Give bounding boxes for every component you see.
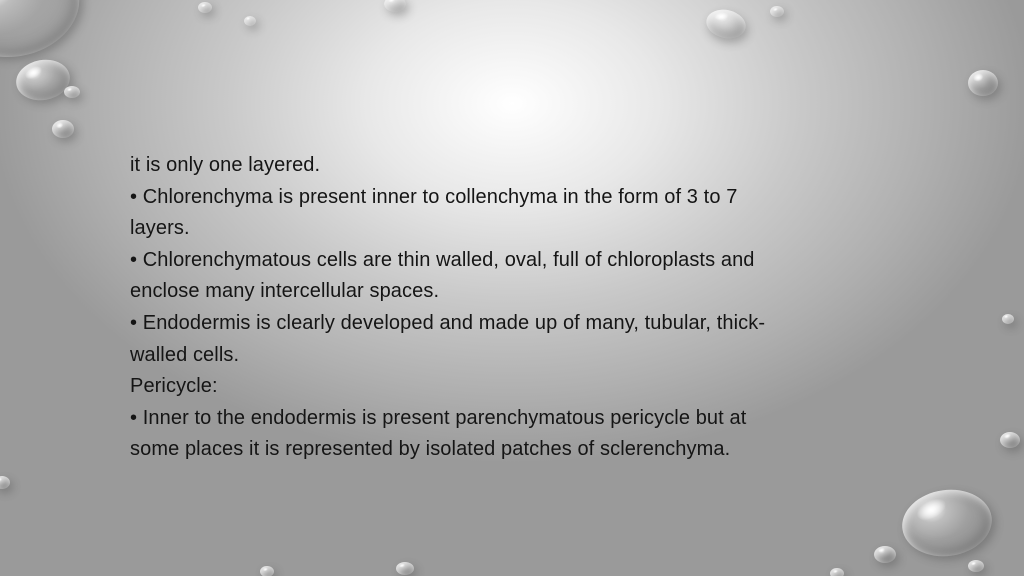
droplet-decor <box>396 562 414 575</box>
text-line: Pericycle: <box>130 371 900 403</box>
droplet-decor <box>1000 432 1020 448</box>
droplet-decor <box>244 16 256 26</box>
droplet-decor <box>898 484 996 562</box>
droplet-decor <box>260 566 274 576</box>
text-line: • Chlorenchyma is present inner to colle… <box>130 182 900 214</box>
droplet-decor <box>0 476 10 489</box>
text-line: • Chlorenchymatous cells are thin walled… <box>130 245 900 277</box>
text-line: • Endodermis is clearly developed and ma… <box>130 308 900 340</box>
droplet-decor <box>13 56 73 105</box>
droplet-decor <box>968 560 984 572</box>
text-line: enclose many intercellular spaces. <box>130 276 900 308</box>
droplet-decor <box>52 120 74 138</box>
text-line: walled cells. <box>130 340 900 372</box>
droplet-decor <box>968 70 998 96</box>
droplet-decor <box>830 568 844 576</box>
droplet-decor <box>704 6 749 42</box>
droplet-decor <box>874 546 896 563</box>
droplet-decor <box>198 2 212 13</box>
text-line: layers. <box>130 213 900 245</box>
text-line: some places it is represented by isolate… <box>130 434 900 466</box>
droplet-decor <box>384 0 406 12</box>
droplet-decor <box>1002 314 1014 324</box>
droplet-decor <box>770 6 784 17</box>
text-line: it is only one layered. <box>130 150 900 182</box>
text-line: • Inner to the endodermis is present par… <box>130 403 900 435</box>
droplet-decor <box>64 86 80 98</box>
slide-text-block: it is only one layered. • Chlorenchyma i… <box>130 150 900 466</box>
